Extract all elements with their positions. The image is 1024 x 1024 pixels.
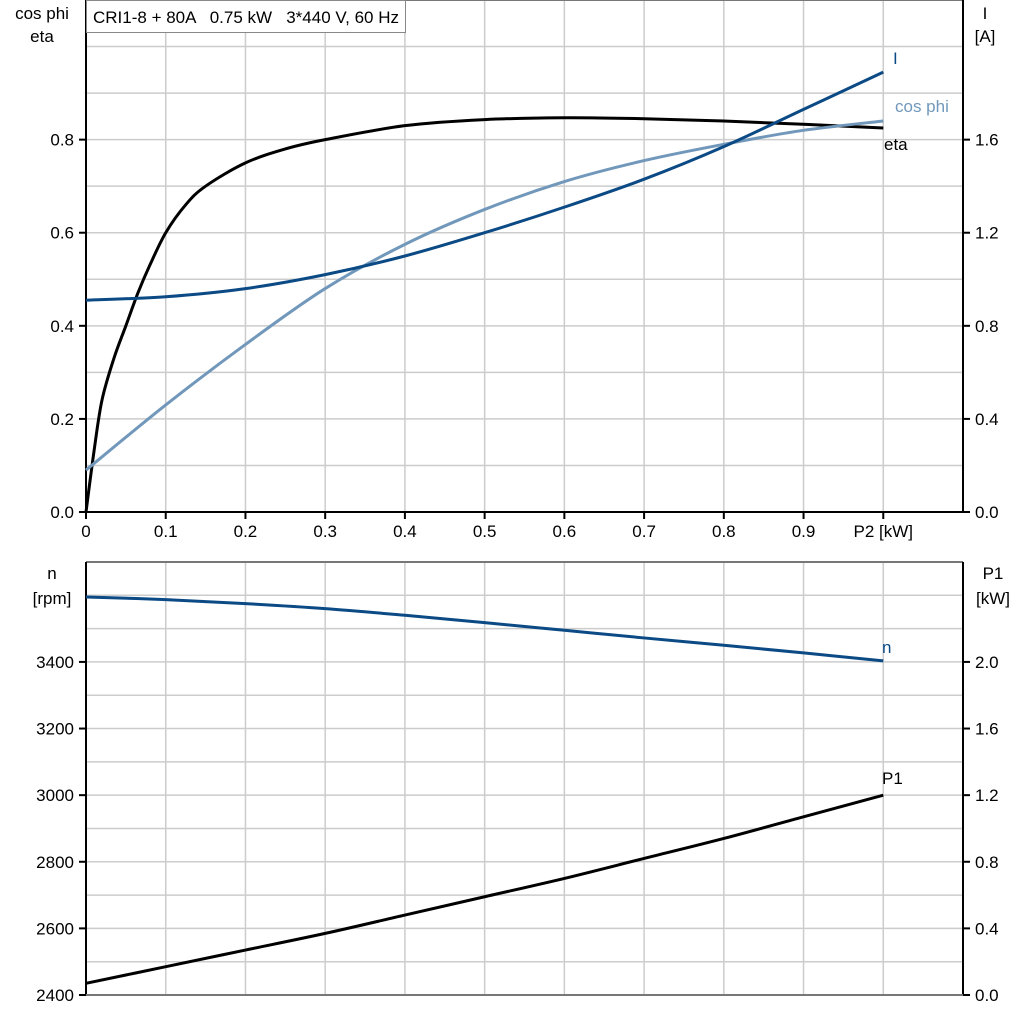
top-right-tick-label: 1.2	[975, 224, 999, 243]
bottom-left-tick-label: 2600	[36, 919, 74, 938]
bottom-right-tick-label: 0.0	[975, 986, 999, 1005]
bottom-left-tick-label: 3200	[36, 720, 74, 739]
bottom-left-tick-label: 3400	[36, 653, 74, 672]
top-left-axis-label: eta	[30, 27, 54, 46]
series-line-i	[85, 70, 884, 302]
series-line-p1	[85, 793, 884, 985]
x-tick-label: 0.7	[632, 522, 656, 541]
x-tick-label: 0.4	[393, 522, 417, 541]
top-left-tick-label: 0.4	[50, 317, 74, 336]
bottom-right-tick-label: 2.0	[975, 653, 999, 672]
top-right-axis-label: I	[983, 4, 988, 23]
bottom-left-axis-label: [rpm]	[33, 589, 72, 608]
bottom-left-tick-label: 3000	[36, 786, 74, 805]
top-left-tick-label: 0.0	[50, 503, 74, 522]
bottom-right-axis-label: P1	[983, 564, 1004, 583]
bottom-right-axis-label: [kW]	[976, 589, 1010, 608]
x-tick-label: 0.8	[712, 522, 736, 541]
series-label-cos-phi: cos phi	[895, 97, 949, 116]
series-line-eta	[84, 116, 884, 513]
x-tick-label: 0.6	[553, 522, 577, 541]
top-left-tick-label: 0.2	[50, 410, 74, 429]
x-axis-label: P2 [kW]	[854, 522, 914, 541]
bottom-left-axis-label: n	[47, 564, 56, 583]
x-tick-label: 0	[81, 522, 90, 541]
series-label-p1: P1	[882, 769, 903, 788]
bottom-right-tick-label: 0.4	[975, 919, 999, 938]
top-left-tick-label: 0.6	[50, 224, 74, 243]
x-tick-label: 0.1	[154, 522, 178, 541]
bottom-left-tick-label: 2800	[36, 853, 74, 872]
bottom-right-tick-label: 1.2	[975, 786, 999, 805]
series-label-i: I	[893, 49, 898, 68]
bottom-right-tick-label: 0.8	[975, 853, 999, 872]
top-left-tick-label: 0.8	[50, 131, 74, 150]
top-right-tick-label: 0.8	[975, 317, 999, 336]
top-right-axis-label: [A]	[975, 27, 996, 46]
x-tick-label: 0.3	[313, 522, 337, 541]
series-label-n: n	[882, 638, 891, 657]
x-tick-label: 0.5	[473, 522, 497, 541]
chart-title: CRI1-8 + 80A 0.75 kW 3*440 V, 60 Hz	[86, 0, 407, 33]
x-tick-label: 0.9	[792, 522, 816, 541]
top-right-tick-label: 0.4	[975, 410, 999, 429]
x-tick-label: 0.2	[234, 522, 258, 541]
series-label-eta: eta	[884, 135, 908, 154]
bottom-left-tick-label: 2400	[36, 986, 74, 1005]
top-right-tick-label: 0.0	[975, 503, 999, 522]
top-right-tick-label: 1.6	[975, 131, 999, 150]
series-line-n	[85, 595, 884, 663]
bottom-right-tick-label: 1.6	[975, 720, 999, 739]
top-left-axis-label: cos phi	[15, 4, 69, 23]
